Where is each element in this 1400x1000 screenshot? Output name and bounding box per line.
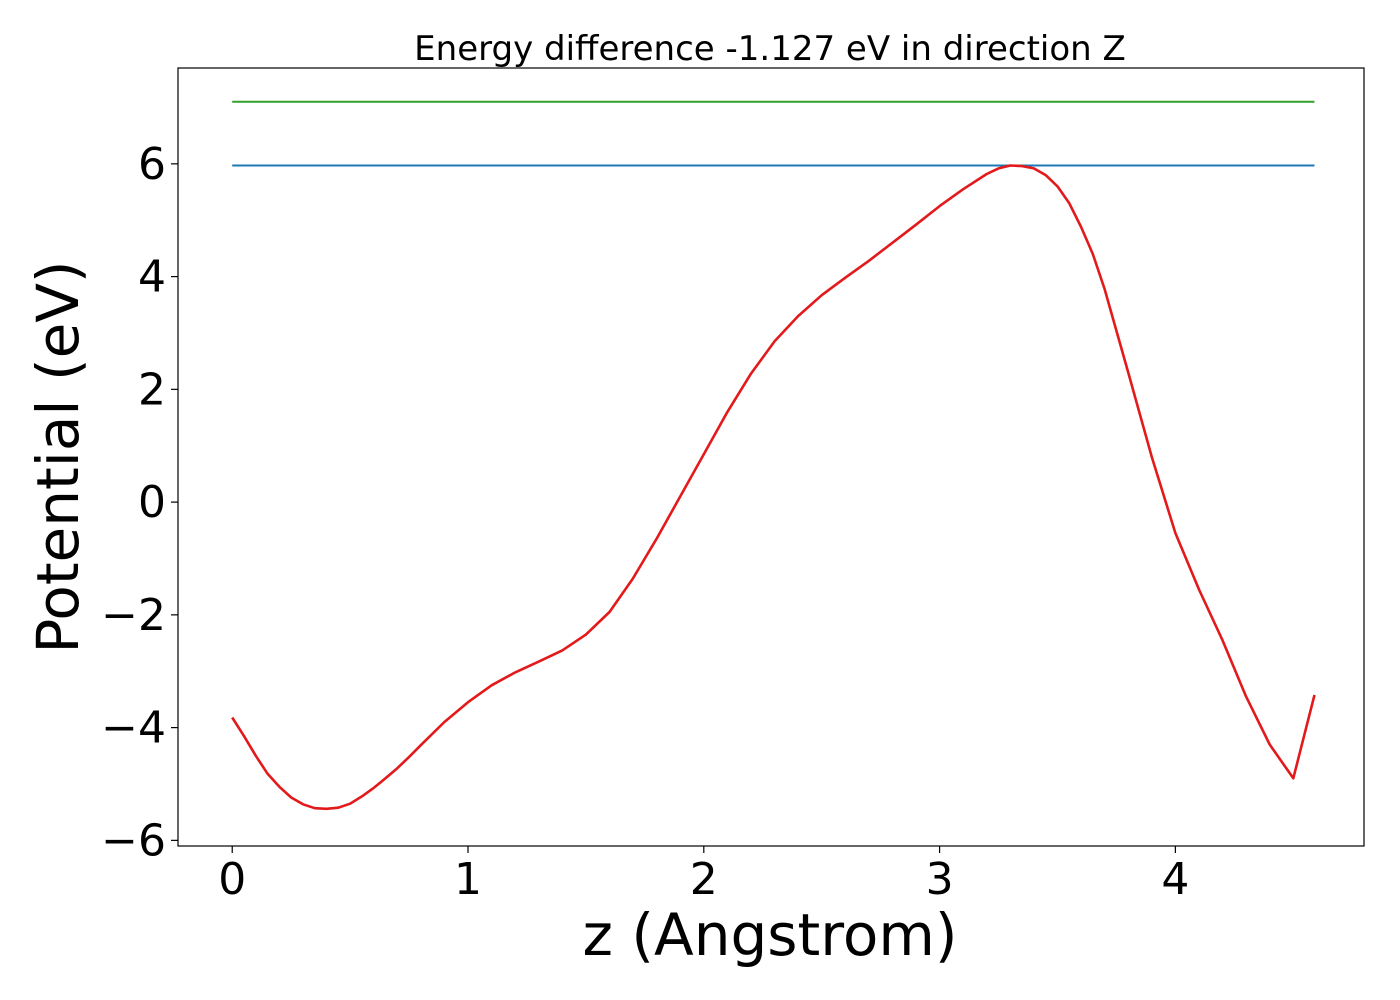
x-tick-label: 4 xyxy=(1161,854,1189,905)
y-tick-label: 0 xyxy=(138,477,166,528)
x-tick-label: 1 xyxy=(454,854,482,905)
chart-title: Energy difference -1.127 eV in direction… xyxy=(414,29,1126,69)
y-tick-label: 6 xyxy=(138,139,166,190)
x-tick-label: 3 xyxy=(926,854,954,905)
plot-area-frame xyxy=(177,67,1365,847)
y-tick-label: 4 xyxy=(138,252,166,303)
y-tick-label: −2 xyxy=(101,590,166,641)
y-tick-label: −4 xyxy=(101,703,166,754)
x-tick-label: 2 xyxy=(690,854,718,905)
y-axis-ticks: −6 −4 −2 0 2 4 6 xyxy=(101,139,178,866)
y-tick-label: 2 xyxy=(138,364,166,415)
y-axis-label: Potential (eV) xyxy=(24,260,92,653)
series-line-2 xyxy=(231,164,1316,811)
series-layer xyxy=(231,100,1316,811)
x-tick-label: 0 xyxy=(218,854,246,905)
x-axis-label: z (Angstrom) xyxy=(583,901,958,969)
y-tick-label: −6 xyxy=(101,815,166,866)
x-axis-ticks: 0 1 2 3 4 xyxy=(218,846,1189,905)
